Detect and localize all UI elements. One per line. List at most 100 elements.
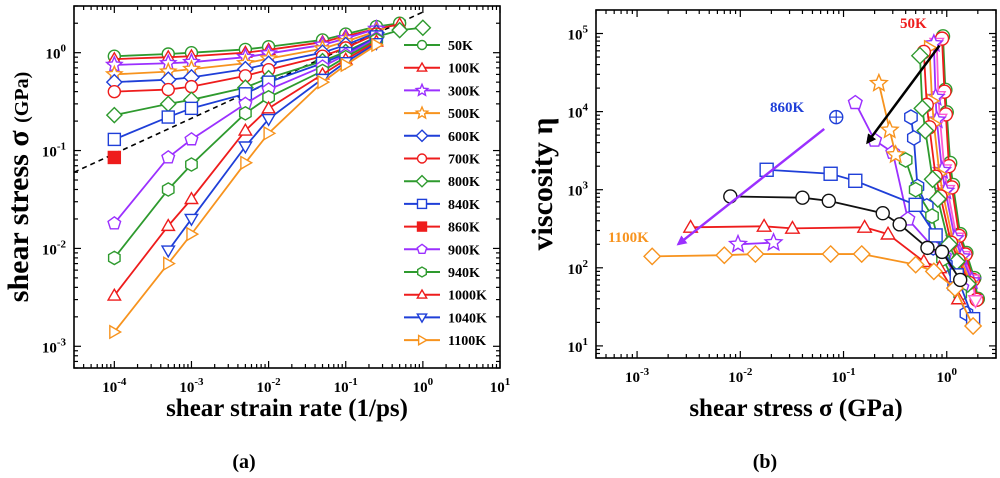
panel-a-chart: 10-4 10-3 10-2 10-1 100 101 10-3 10-2 10-1 100 50K… xyxy=(2,5,510,422)
legend-marker-500K xyxy=(414,105,430,120)
panel-a-point-1100K-4 xyxy=(263,125,277,141)
panel-a-point-940K-3 xyxy=(238,105,252,121)
panel-a-point-1040K-3 xyxy=(261,113,277,127)
panel-b-series-800K xyxy=(910,46,977,294)
legend-marker-1100K xyxy=(417,334,429,346)
panel-a-point-1100K-3 xyxy=(240,155,254,171)
legend-marker-50K xyxy=(416,39,428,51)
panel-b-point-1040K-4 xyxy=(928,228,943,243)
panel-b-point-black-2 xyxy=(821,193,836,209)
legend-marker-900K xyxy=(416,243,428,255)
panel-b-arrow-0 xyxy=(866,44,941,145)
panel-b-point-940K-1 xyxy=(908,181,923,198)
panel-a-plot-area xyxy=(74,11,432,340)
panel-b-point-840K-0 xyxy=(904,109,918,126)
legend-label-600K: 600K xyxy=(448,130,480,145)
panel-b-xtick-label-0: 10-3 xyxy=(625,366,650,386)
panel-b-point-800K-3 xyxy=(923,170,942,189)
panel-a-point-1040K-0 xyxy=(160,245,176,259)
legend-item-600K: 600K xyxy=(404,129,480,145)
panel-a-point-1100K-1 xyxy=(163,256,176,272)
panel-a-xlabel: shear strain rate (1/ps) xyxy=(166,395,408,422)
panel-b-point-1000K-2 xyxy=(784,220,801,234)
legend-marker-1000K xyxy=(416,288,428,299)
panel-b-annotation-1100K: 1100K xyxy=(608,230,649,246)
panel-a-point-800K-8 xyxy=(391,21,409,39)
panel-a-xtick-label-3: 10-1 xyxy=(334,376,358,396)
legend-item-500K: 500K xyxy=(404,105,480,122)
panel-a-series-860K xyxy=(107,150,122,165)
panel-a-frame xyxy=(73,5,501,369)
panel-a-point-800K-1 xyxy=(159,95,177,113)
legend-item-800K: 800K xyxy=(404,174,480,190)
legend-marker-700K xyxy=(416,153,428,164)
panel-b-xlabel: shear stress σ (GPa) xyxy=(689,395,902,422)
panel-a-legend: 50K 100K 300K 500K 600K 700K 800K 840K 860K 900K 9… xyxy=(404,39,487,349)
panel-a-point-1100K-2 xyxy=(186,226,200,242)
panel-a-ytick-label-1: 10-2 xyxy=(42,238,67,258)
panel-a-point-1040K-2 xyxy=(237,141,253,155)
panel-a-point-1100K-6 xyxy=(340,57,354,73)
panel-a-point-900K-1 xyxy=(161,150,176,164)
panel-a-point-840K-2 xyxy=(184,101,199,116)
legend-label-860K: 860K xyxy=(448,221,480,236)
legend-item-940K: 940K xyxy=(404,266,480,281)
panel-b-ytick-label-3: 104 xyxy=(568,102,589,122)
panel-b-point-black-1 xyxy=(795,190,810,205)
panel-b-point-800K-1 xyxy=(913,99,932,118)
panel-a-point-1000K-4 xyxy=(261,100,277,114)
legend-label-900K: 900K xyxy=(448,243,480,258)
panel-b-point-300K-8 xyxy=(967,295,984,309)
legend-item-1040K: 1040K xyxy=(404,311,487,326)
panel-b-point-1100K-0 xyxy=(643,247,662,266)
panel-b-point-black-7 xyxy=(953,272,968,288)
panel-b-point-1100K-3 xyxy=(821,244,840,264)
panel-b-ylabel: viscosity η xyxy=(526,118,559,251)
panel-a-point-940K-0 xyxy=(107,250,121,266)
panel-b-arrow-1 xyxy=(676,127,825,246)
legend-label-500K: 500K xyxy=(448,107,480,122)
legend-marker-940K xyxy=(417,266,427,278)
panel-b-point-purple-stars-1 xyxy=(763,232,784,252)
panel-b-point-1040K-2 xyxy=(848,173,863,189)
panel-b-point-800K-2 xyxy=(916,121,935,140)
panel-a-ytick-label-2: 10-1 xyxy=(42,141,66,161)
panel-b-point-1040K-3 xyxy=(908,197,923,213)
legend-marker-800K xyxy=(415,174,429,188)
panel-b-ytick-label-2: 103 xyxy=(568,180,589,200)
panel-a-point-800K-9 xyxy=(414,19,432,37)
legend-label-1000K: 1000K xyxy=(448,289,487,304)
panel-a-xtick-label-0: 10-4 xyxy=(102,376,127,396)
legend-label-300K: 300K xyxy=(448,84,480,99)
panel-b-xtick-label-2: 10-1 xyxy=(831,366,855,386)
panel-b-point-1000K-3 xyxy=(856,219,873,233)
legend-label-700K: 700K xyxy=(448,153,480,168)
legend-item-900K: 900K xyxy=(404,243,480,258)
legend-marker-1040K xyxy=(416,313,428,324)
panel-a-xtick-label-4: 100 xyxy=(413,376,434,396)
legend-label-940K: 940K xyxy=(448,266,480,281)
legend-label-800K: 800K xyxy=(448,175,480,190)
panel-b-point-1100K-4 xyxy=(852,244,871,264)
panel-a-ytick-label-3: 100 xyxy=(46,43,67,63)
legend-label-1040K: 1040K xyxy=(448,311,487,326)
panel-b-ytick-label-0: 101 xyxy=(568,336,589,356)
panel-b-point-900K-0 xyxy=(847,94,863,110)
panel-b-point-1000K-0 xyxy=(682,219,699,233)
panel-a-point-900K-2 xyxy=(184,131,199,146)
panel-b-ytick-label-1: 102 xyxy=(568,258,589,278)
panel-b-plot-area xyxy=(643,29,986,336)
panel-b-point-1100K-8 xyxy=(963,316,983,336)
panel-a-point-860K-0 xyxy=(107,150,122,165)
panel-a-point-1100K-7 xyxy=(371,37,385,53)
panel-a-point-1000K-2 xyxy=(184,191,199,205)
panel-b-point-1100K-5 xyxy=(906,255,925,274)
panel-b-xtick-label-3: 100 xyxy=(936,366,957,386)
legend-item-1000K: 1000K xyxy=(404,288,487,304)
panel-b-point-940K-2 xyxy=(925,208,939,224)
legend-marker-300K xyxy=(414,82,430,97)
panel-b-point-800K-0 xyxy=(910,46,930,65)
legend-label-100K: 100K xyxy=(448,62,480,77)
panel-b-point-1000K-4 xyxy=(880,225,897,240)
panel-a-label: (a) xyxy=(232,451,255,473)
